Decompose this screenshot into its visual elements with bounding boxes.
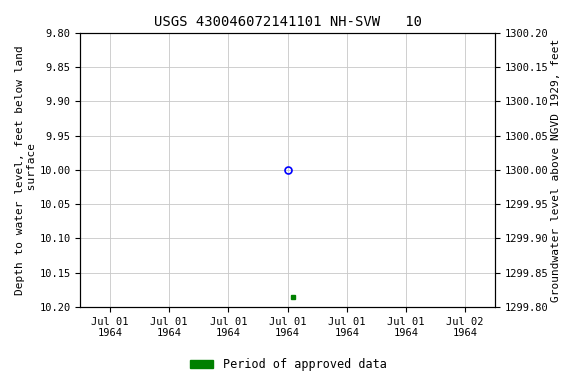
Y-axis label: Depth to water level, feet below land
 surface: Depth to water level, feet below land su…	[15, 45, 37, 295]
Y-axis label: Groundwater level above NGVD 1929, feet: Groundwater level above NGVD 1929, feet	[551, 38, 561, 301]
Title: USGS 430046072141101 NH-SVW   10: USGS 430046072141101 NH-SVW 10	[154, 15, 422, 29]
Legend: Period of approved data: Period of approved data	[185, 354, 391, 376]
